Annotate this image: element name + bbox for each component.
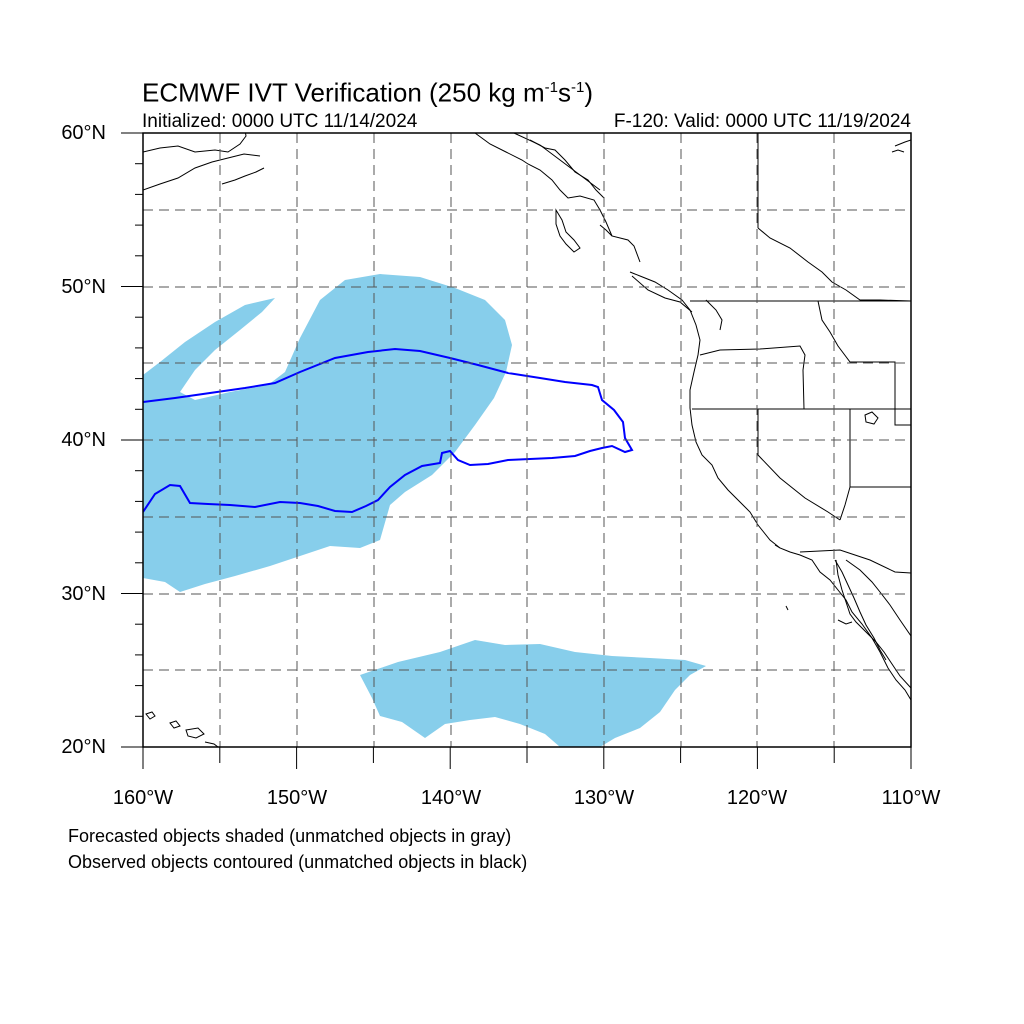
valid-label: F-120: Valid: 0000 UTC 11/19/2024 xyxy=(613,111,911,132)
map-title: ECMWF IVT Verification (250 kg m-1s-1) xyxy=(142,77,593,108)
lon-label-130w: 130°W xyxy=(573,787,635,809)
forecast-object-south xyxy=(360,640,706,747)
forecast-object-north xyxy=(143,274,512,592)
lon-label-140w: 140°W xyxy=(420,787,482,809)
axis-ticks xyxy=(121,132,912,769)
lat-label-20n: 20°N xyxy=(61,736,106,758)
footnote-forecast: Forecasted objects shaded (unmatched obj… xyxy=(68,826,512,846)
initialized-label: Initialized: 0000 UTC 11/14/2024 xyxy=(142,111,418,132)
footnote-observed: Observed objects contoured (unmatched ob… xyxy=(68,852,528,872)
political-borders xyxy=(513,133,911,574)
lon-label-110w: 110°W xyxy=(881,787,941,809)
lat-label-60n: 60°N xyxy=(61,122,106,144)
coastlines xyxy=(143,133,911,747)
grid-lines xyxy=(143,133,911,747)
lon-label-160w: 160°W xyxy=(112,787,174,809)
lon-label-150w: 150°W xyxy=(266,787,328,809)
lat-label-50n: 50°N xyxy=(61,276,106,298)
lat-label-40n: 40°N xyxy=(61,429,106,451)
lat-label-30n: 30°N xyxy=(61,583,106,605)
lon-label-120w: 120°W xyxy=(726,787,788,809)
